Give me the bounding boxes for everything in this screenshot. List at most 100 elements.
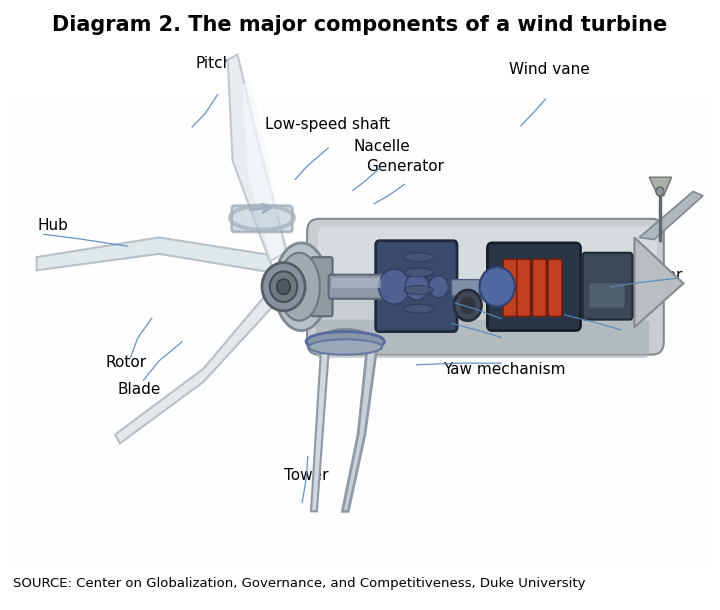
Bar (7, 437, 713, 448)
Text: Tower: Tower (284, 468, 329, 483)
Bar (7, 40, 713, 51)
Bar (7, 480, 713, 491)
Bar (7, 384, 713, 394)
Bar (7, 158, 713, 169)
Bar (7, 287, 713, 298)
Circle shape (405, 273, 428, 300)
Bar (7, 340, 713, 351)
FancyBboxPatch shape (376, 241, 457, 332)
Ellipse shape (404, 285, 433, 295)
Text: Controller: Controller (607, 268, 683, 283)
Polygon shape (243, 82, 284, 259)
Bar (7, 148, 713, 158)
FancyBboxPatch shape (517, 259, 531, 317)
Bar (7, 190, 713, 201)
Polygon shape (649, 177, 672, 196)
FancyArrowPatch shape (250, 204, 271, 212)
Ellipse shape (404, 253, 433, 262)
Bar (7, 309, 713, 319)
Text: High-speed shaft: High-speed shaft (496, 326, 626, 342)
Bar (7, 72, 713, 83)
Bar (7, 223, 713, 233)
FancyBboxPatch shape (318, 226, 657, 290)
Bar (7, 233, 713, 244)
Bar (7, 523, 713, 534)
FancyBboxPatch shape (328, 274, 384, 299)
Text: Hub: Hub (37, 218, 68, 233)
Text: Generator: Generator (366, 159, 444, 174)
Bar (7, 459, 713, 470)
Polygon shape (115, 290, 274, 443)
Text: Rotor: Rotor (105, 355, 147, 370)
Circle shape (276, 279, 290, 295)
Circle shape (454, 290, 482, 321)
Bar (7, 298, 713, 309)
Text: Low-speed shaft: Low-speed shaft (265, 117, 390, 132)
Ellipse shape (309, 339, 382, 354)
Bar (7, 405, 713, 416)
Bar (7, 137, 713, 148)
FancyBboxPatch shape (316, 320, 649, 358)
Bar (7, 362, 713, 373)
FancyBboxPatch shape (311, 257, 333, 317)
Ellipse shape (325, 329, 366, 343)
FancyBboxPatch shape (451, 279, 494, 296)
Bar (7, 212, 713, 223)
Bar (7, 416, 713, 426)
FancyBboxPatch shape (503, 259, 517, 317)
Bar (7, 51, 713, 62)
Bar (7, 169, 713, 179)
Circle shape (379, 269, 410, 304)
Bar (7, 470, 713, 480)
Ellipse shape (279, 253, 320, 321)
Circle shape (480, 267, 515, 306)
Bar (7, 491, 713, 501)
FancyBboxPatch shape (332, 278, 381, 288)
FancyBboxPatch shape (582, 253, 632, 320)
Text: Gearbox: Gearbox (472, 332, 536, 348)
Bar (7, 351, 713, 362)
Bar (7, 265, 713, 276)
FancyBboxPatch shape (307, 219, 664, 354)
FancyBboxPatch shape (548, 259, 562, 317)
Bar (7, 255, 713, 265)
Text: Pitch: Pitch (196, 56, 233, 71)
Bar (7, 244, 713, 255)
Bar (7, 501, 713, 512)
Text: Nacelle: Nacelle (354, 138, 410, 154)
Text: SOURCE: Center on Globalization, Governance, and Competitiveness, Duke Universit: SOURCE: Center on Globalization, Governa… (13, 577, 585, 590)
Bar (7, 83, 713, 94)
Text: Wind vane: Wind vane (509, 62, 590, 77)
Polygon shape (228, 54, 287, 262)
Bar (7, 426, 713, 437)
Bar (7, 94, 713, 104)
Polygon shape (37, 237, 271, 273)
Polygon shape (634, 237, 683, 327)
Bar (7, 104, 713, 115)
Bar (7, 394, 713, 405)
Bar (7, 201, 713, 212)
Text: Yaw mechanism: Yaw mechanism (443, 362, 565, 377)
Ellipse shape (274, 243, 328, 331)
Bar (7, 29, 713, 40)
Text: Diagram 2. The major components of a wind turbine: Diagram 2. The major components of a win… (53, 15, 667, 35)
Bar (7, 126, 713, 137)
Text: Brake: Brake (482, 311, 526, 326)
Bar (7, 512, 713, 523)
Bar (7, 373, 713, 384)
FancyBboxPatch shape (589, 284, 624, 307)
Bar (7, 319, 713, 330)
Circle shape (262, 263, 305, 311)
Polygon shape (311, 353, 328, 511)
FancyBboxPatch shape (232, 206, 292, 232)
Bar (7, 115, 713, 126)
FancyBboxPatch shape (487, 243, 580, 331)
Circle shape (460, 296, 476, 314)
Circle shape (428, 276, 448, 298)
Bar (7, 555, 713, 566)
Polygon shape (343, 342, 377, 511)
Ellipse shape (306, 332, 384, 351)
Ellipse shape (404, 268, 433, 277)
Bar (7, 276, 713, 287)
Ellipse shape (404, 304, 433, 313)
